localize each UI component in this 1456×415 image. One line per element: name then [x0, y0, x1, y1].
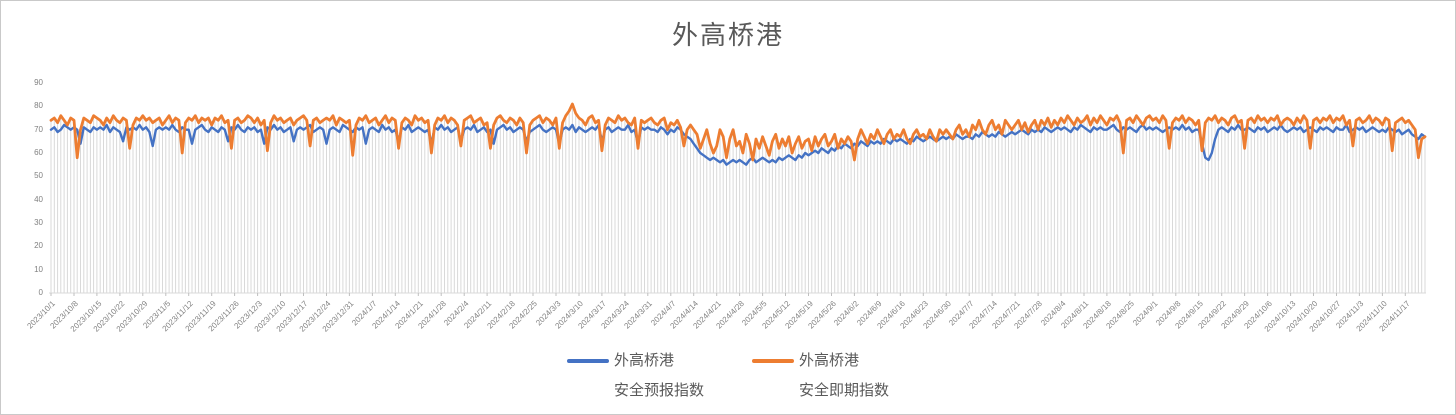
drop-lines [50, 104, 1426, 293]
y-axis-label: 30 [34, 218, 43, 227]
y-axis-label: 40 [34, 194, 43, 204]
legend-label-forecast-line2: 安全预报指数 [613, 382, 704, 399]
y-axis-label: 20 [34, 241, 43, 251]
y-axis-label: 70 [34, 124, 43, 134]
y-axis-label: 60 [34, 148, 43, 157]
y-axis-label: 50 [34, 171, 43, 181]
x-axis-ticks [50, 293, 1406, 296]
chart-legend: 外高桥港 安全预报指数 外高桥港 安全即期指数 [1, 346, 1455, 406]
legend-label-spot: 外高桥港 安全即期指数 [799, 346, 889, 406]
legend-label-spot-line1: 外高桥港 [799, 352, 860, 369]
series-line-2 [49, 102, 1427, 162]
legend-item-forecast-index: 外高桥港 安全预报指数 [566, 346, 704, 406]
y-axis-label: 80 [34, 101, 43, 111]
y-axis-label: 10 [34, 264, 43, 274]
y-axis-label: 90 [34, 78, 43, 87]
spot-series-marker-icon [752, 359, 794, 363]
y-axis-label: 0 [38, 288, 43, 297]
series-line-1 [49, 123, 1427, 166]
forecast-series-marker-icon [566, 359, 609, 363]
legend-label-forecast: 外高桥港 安全预报指数 [614, 346, 704, 406]
legend-item-spot-index: 外高桥港 安全即期指数 [752, 346, 889, 406]
legend-label-spot-line2: 安全即期指数 [799, 382, 890, 399]
legend-label-forecast-line1: 外高桥港 [613, 352, 674, 369]
chart-title: 外高桥港 [671, 20, 784, 50]
